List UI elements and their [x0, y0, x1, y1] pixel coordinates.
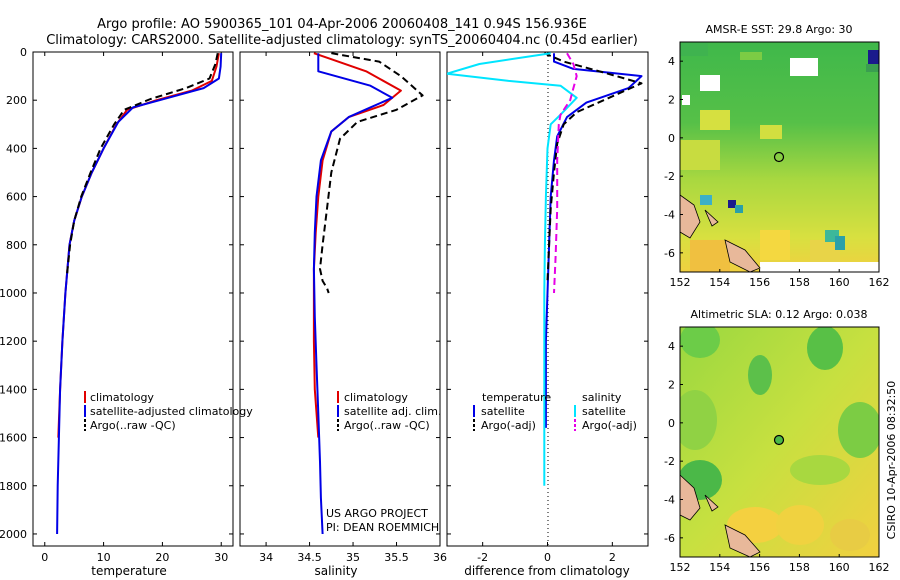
y-tick-label: 600	[6, 191, 27, 204]
sla-argo-marker	[773, 434, 785, 446]
map-y-tick-label: 4	[668, 55, 675, 68]
title-line-2: Climatology: CARS2000. Satellite-adjuste…	[46, 33, 638, 48]
map-y-tick-label: 2	[668, 379, 675, 392]
x-tick-label: 36	[433, 551, 447, 564]
x-tick-label: 10	[97, 551, 111, 564]
temperature-legend: climatology satellite-adjusted climatolo…	[84, 391, 253, 432]
map-x-tick-label: 154	[709, 561, 730, 574]
map-x-tick-label: 152	[670, 276, 691, 289]
y-tick-label: 1400	[0, 383, 27, 396]
map-x-tick-label: 160	[829, 561, 850, 574]
series-line-satellite-adj-clim-	[312, 53, 394, 535]
pressure-axis: 0 200 400 600 800 1000 1200 1400 1600 1800 2000	[0, 46, 648, 541]
y-tick-label: 400	[6, 142, 27, 155]
x-tick-label: 0	[41, 551, 48, 564]
x-tick-label: 30	[214, 551, 228, 564]
legend-title-temperature: temperature	[482, 391, 551, 404]
x-tick-label: 0	[544, 551, 551, 564]
map-x-tick-label: 162	[869, 276, 890, 289]
legend-label-temp-argo: Argo(-adj)	[481, 419, 536, 432]
map-y-tick-label: -6	[664, 532, 675, 545]
map-y-tick-label: -6	[664, 247, 675, 260]
map-y-tick-label: -4	[664, 494, 675, 507]
x-tick-label: 2	[609, 551, 616, 564]
y-tick-label: 800	[6, 239, 27, 252]
temperature-x-axis: 0 10 20 30	[41, 52, 228, 564]
difference-xlabel: difference from climatology	[464, 564, 630, 578]
legend-label-argo: Argo(..raw -QC)	[344, 419, 430, 432]
legend-title-salinity: salinity	[582, 391, 622, 404]
title-line-1: Argo profile: AO 5900365_101 04-Apr-2006…	[97, 17, 587, 32]
legend-label-climatology: climatology	[90, 391, 154, 404]
legend-label-sal-satellite: satellite	[582, 405, 626, 418]
pi-label: PI: DEAN ROEMMICH	[326, 521, 439, 534]
series-line-satellite-adjusted-climatology	[56, 53, 223, 535]
x-tick-label: 35.5	[384, 551, 409, 564]
series-line-climatology	[57, 53, 220, 438]
map-y-tick-label: 0	[668, 417, 675, 430]
legend-label-climatology: climatology	[344, 391, 408, 404]
map-x-tick-label: 162	[869, 561, 890, 574]
map-x-tick-label: 154	[709, 276, 730, 289]
legend-label-satellite: satellite adj. clim.	[344, 405, 441, 418]
map-x-tick-label: 160	[829, 276, 850, 289]
sst-map-title: AMSR-E SST: 29.8 Argo: 30	[705, 23, 852, 36]
map-x-tick-label: 156	[749, 561, 770, 574]
x-tick-label: 35	[346, 551, 360, 564]
series-line-temperature-satellite	[544, 53, 643, 428]
salinity-plot-frame	[239, 51, 441, 547]
legend-label-satellite: satellite-adjusted climatology	[90, 405, 253, 418]
series-line-climatology	[312, 52, 402, 438]
y-tick-label: 1800	[0, 480, 27, 493]
y-tick-label: 0	[20, 46, 27, 59]
sla-map-frame	[679, 326, 880, 558]
x-tick-label: 34	[259, 551, 273, 564]
sst-argo-marker	[773, 151, 785, 163]
salinity-series	[312, 52, 424, 535]
sla-map-title: Altimetric SLA: 0.12 Argo: 0.038	[690, 308, 867, 321]
map-x-tick-label: 158	[789, 561, 810, 574]
map-y-tick-label: 0	[668, 132, 675, 145]
series-line-argo-raw-qc-	[66, 52, 219, 274]
map-y-tick-label: 2	[668, 94, 675, 107]
legend-label-argo: Argo(..raw -QC)	[90, 419, 176, 432]
csiro-timestamp: CSIRO 10-Apr-2006 08:32:50	[885, 381, 898, 540]
temperature-xlabel: temperature	[91, 564, 166, 578]
y-tick-label: 200	[6, 94, 27, 107]
y-tick-label: 1200	[0, 335, 27, 348]
y-tick-label: 1000	[0, 287, 27, 300]
x-tick-label: 34.5	[297, 551, 322, 564]
series-line-temperature-argo-adj-	[543, 52, 643, 281]
temperature-plot-frame	[32, 51, 234, 547]
sla-map-axes: 152 154 156 158 160 162 -6 -4 -2 0 2 4	[664, 340, 889, 574]
x-tick-label: -2	[477, 551, 488, 564]
series-line-salinity-satellite	[447, 52, 578, 486]
salinity-x-axis: 34 34.5 35 35.5 36	[259, 52, 447, 564]
series-line-salinity-argo-adj-	[553, 52, 578, 294]
salinity-xlabel: salinity	[314, 564, 357, 578]
project-label: US ARGO PROJECT	[326, 507, 428, 520]
x-tick-label: 20	[155, 551, 169, 564]
map-y-tick-label: 4	[668, 340, 675, 353]
sst-map-frame	[679, 41, 880, 273]
y-tick-label: 2000	[0, 528, 27, 541]
salinity-legend: climatology satellite adj. clim. Argo(..…	[326, 391, 441, 534]
map-y-tick-label: -2	[664, 170, 675, 183]
difference-series	[447, 52, 643, 486]
temperature-series	[56, 52, 223, 535]
legend-label-sal-argo: Argo(-adj)	[582, 419, 637, 432]
series-line-argo-raw-qc-	[319, 52, 424, 294]
y-tick-label: 1600	[0, 432, 27, 445]
sst-map-image	[680, 42, 879, 272]
map-y-tick-label: -2	[664, 455, 675, 468]
map-x-tick-label: 158	[789, 276, 810, 289]
legend-label-temp-satellite: satellite	[481, 405, 525, 418]
difference-legend: temperature salinity satellite Argo(-adj…	[473, 391, 637, 432]
sst-map-axes: 152 154 156 158 160 162 -6 -4 -2 0 2 4	[664, 55, 889, 289]
map-x-tick-label: 152	[670, 561, 691, 574]
map-y-tick-label: -4	[664, 209, 675, 222]
map-x-tick-label: 156	[749, 276, 770, 289]
